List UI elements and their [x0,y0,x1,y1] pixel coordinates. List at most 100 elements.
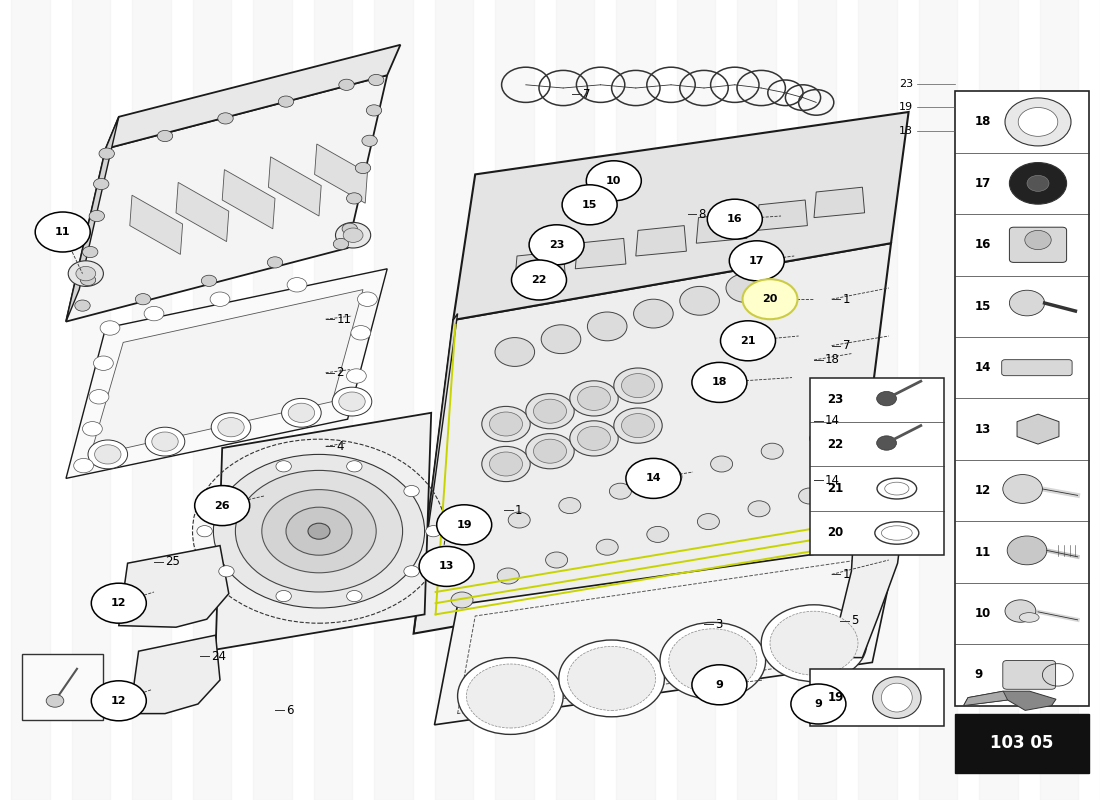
Circle shape [692,362,747,402]
FancyBboxPatch shape [1003,661,1056,690]
Circle shape [720,321,775,361]
Circle shape [587,312,627,341]
Text: 17: 17 [749,256,764,266]
Circle shape [711,456,733,472]
Text: 22: 22 [531,275,547,285]
Circle shape [332,387,372,416]
Circle shape [451,592,473,608]
Circle shape [810,430,832,446]
Circle shape [210,292,230,306]
Circle shape [76,266,96,281]
Circle shape [157,130,173,142]
Polygon shape [515,251,565,282]
FancyBboxPatch shape [955,714,1089,773]
Circle shape [626,458,681,498]
FancyBboxPatch shape [22,654,103,720]
Circle shape [660,622,766,699]
Text: 14: 14 [646,474,661,483]
Polygon shape [66,269,387,478]
Text: 13: 13 [899,126,913,136]
Circle shape [1010,162,1067,204]
Circle shape [362,135,377,146]
Circle shape [288,403,315,422]
Circle shape [218,113,233,124]
FancyBboxPatch shape [810,669,944,726]
Circle shape [647,526,669,542]
Text: a passion for parts: a passion for parts [310,546,460,622]
Polygon shape [90,290,363,456]
Circle shape [482,446,530,482]
Circle shape [578,386,610,410]
Circle shape [570,381,618,416]
Circle shape [346,461,362,472]
Circle shape [287,278,307,292]
Circle shape [262,490,376,573]
Text: 12: 12 [111,598,126,608]
Text: 19: 19 [827,691,844,704]
Circle shape [267,257,283,268]
Text: 26: 26 [214,501,230,510]
Circle shape [562,185,617,225]
Polygon shape [964,691,1008,706]
Text: 18: 18 [712,378,727,387]
Circle shape [570,421,618,456]
Circle shape [94,178,109,190]
Circle shape [213,454,425,608]
Circle shape [336,222,371,248]
FancyBboxPatch shape [955,91,1089,706]
Circle shape [534,399,566,423]
Text: 103 05: 103 05 [990,734,1054,752]
Text: 9: 9 [814,699,823,709]
Polygon shape [66,117,119,322]
Circle shape [308,523,330,539]
Text: 4: 4 [337,440,344,453]
Circle shape [278,96,294,107]
Circle shape [534,439,566,463]
Polygon shape [216,413,431,650]
Circle shape [490,412,522,436]
FancyBboxPatch shape [1010,227,1067,262]
Polygon shape [814,187,865,218]
Circle shape [419,546,474,586]
Circle shape [1019,107,1058,136]
Text: 23: 23 [899,79,913,89]
Text: 12: 12 [111,696,126,706]
Circle shape [1025,230,1052,250]
Text: 1: 1 [843,293,850,306]
Circle shape [368,74,384,86]
Circle shape [1005,98,1071,146]
Circle shape [197,526,212,537]
Circle shape [219,486,234,497]
Polygon shape [66,75,387,322]
Text: 9: 9 [975,668,983,682]
Circle shape [559,640,664,717]
Text: 15: 15 [975,300,991,313]
Circle shape [89,390,109,404]
Circle shape [68,261,103,286]
Text: 2: 2 [337,366,344,379]
Polygon shape [130,635,220,714]
Circle shape [707,199,762,239]
Circle shape [426,526,441,537]
Text: 8: 8 [698,208,706,221]
Circle shape [586,161,641,201]
Text: 20: 20 [827,526,844,539]
Text: 3: 3 [715,618,723,630]
Circle shape [609,483,631,499]
Circle shape [770,611,858,675]
Circle shape [596,539,618,555]
Text: 14: 14 [825,414,840,427]
Text: 16: 16 [727,214,742,224]
Circle shape [526,434,574,469]
Text: 9: 9 [715,680,724,690]
Circle shape [95,445,121,464]
Text: 24: 24 [211,650,227,662]
Circle shape [482,406,530,442]
Text: 12: 12 [975,484,991,497]
Circle shape [82,422,102,436]
Text: 18: 18 [975,115,991,129]
Ellipse shape [872,677,921,718]
Circle shape [333,238,349,250]
Text: 11: 11 [975,546,991,558]
Polygon shape [434,542,898,725]
